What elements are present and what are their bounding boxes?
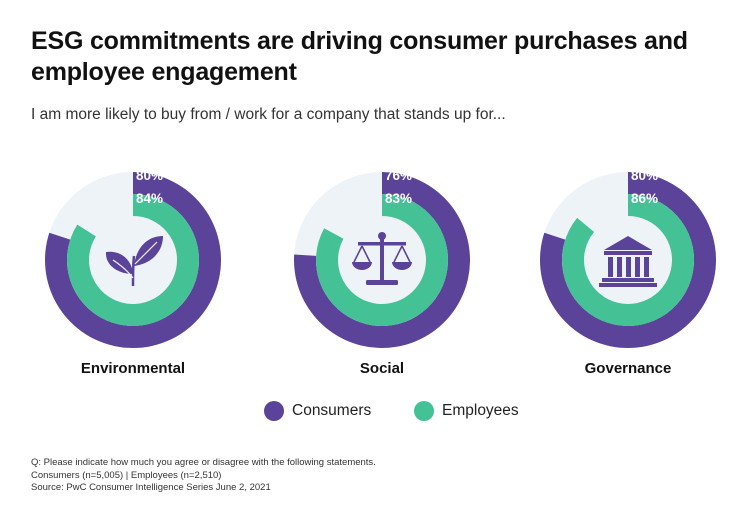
legend-swatch-employees [414, 401, 434, 421]
legend-item-employees: Employees [414, 401, 519, 421]
footnote-sample: Consumers (n=5,005) | Employees (n=2,510… [31, 469, 222, 481]
donut-svg-environmental: 80% 84% [44, 168, 222, 348]
employees-ring-social [316, 194, 448, 326]
footnote-source: Source: PwC Consumer Intelligence Series… [31, 482, 271, 493]
donut-svg-governance: 80% 86% [540, 168, 716, 348]
chart-title: ESG commitments are driving consumer pur… [31, 27, 688, 86]
footnotes: Q: Please indicate how much you agree or… [31, 457, 376, 495]
leaves-icon [105, 236, 163, 287]
employees-value-label: 83% [385, 191, 412, 206]
scales-icon [352, 232, 412, 285]
consumers-value-label: 76% [385, 168, 412, 183]
consumers-value-label: 80% [136, 168, 163, 183]
legend: Consumers Employees [0, 401, 756, 425]
donut-governance: 80% 86% Governance [528, 160, 728, 390]
legend-item-consumers: Consumers [264, 401, 371, 421]
consumers-value-label: 80% [631, 168, 658, 183]
category-label-governance: Governance [584, 360, 672, 377]
donut-environmental: 80% 84% Environmental [33, 160, 233, 390]
footnote-question: Q: Please indicate how much you agree or… [31, 457, 376, 468]
legend-swatch-consumers [264, 401, 284, 421]
employees-ring-governance [562, 194, 694, 326]
chart-subtitle: I am more likely to buy from / work for … [31, 106, 506, 123]
category-label-environmental: Environmental [80, 360, 186, 377]
employees-value-label: 84% [136, 191, 163, 206]
employees-ring-environmental [66, 194, 199, 326]
category-label-social: Social [359, 360, 405, 377]
legend-label-consumers: Consumers [292, 402, 372, 419]
legend-label-employees: Employees [442, 402, 519, 419]
courthouse-icon [599, 236, 657, 287]
donut-social: 76% 83% Social [282, 160, 482, 390]
employees-value-label: 86% [631, 191, 658, 206]
donut-svg-social: 76% 83% [294, 168, 470, 348]
